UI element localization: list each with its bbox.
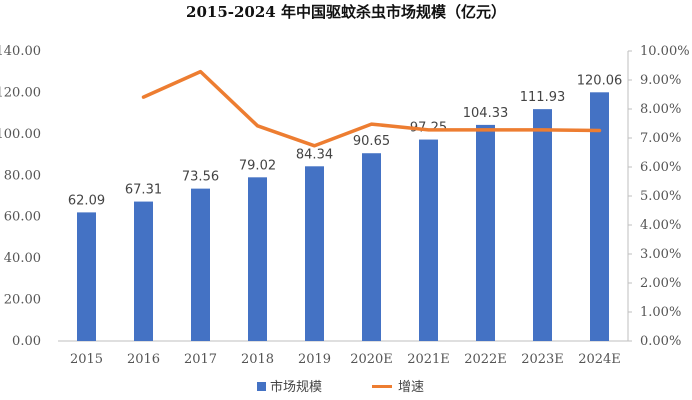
right-axis-tick-label: 5.00% bbox=[640, 189, 681, 204]
bar-value-label: 62.09 bbox=[68, 193, 105, 208]
bar-value-label: 104.33 bbox=[463, 106, 509, 121]
left-y-axis: 0.00 20.00 40.00 60.00 80.00 100.00 120.00 140.… bbox=[0, 44, 41, 349]
x-axis-tick-label: 2020E bbox=[350, 352, 393, 367]
x-axis-tick-label: 2021E bbox=[407, 352, 450, 367]
bar-market-size bbox=[362, 153, 381, 341]
left-axis-tick-label: 20.00 bbox=[4, 293, 41, 308]
x-axis-tick-label: 2024E bbox=[578, 352, 621, 367]
right-axis-tick-label: 0.00% bbox=[640, 334, 681, 349]
bar-market-size bbox=[248, 177, 267, 341]
left-axis-tick-label: 0.00 bbox=[12, 334, 41, 349]
bar-data-labels: 62.09 67.31 73.56 79.02 84.34 90.65 97.25 104.3… bbox=[68, 73, 622, 208]
bar-series-market-size bbox=[77, 92, 609, 342]
x-axis: 2015 2016 2017 2018 2019 2020E 2021E 2022E 2023E… bbox=[58, 340, 628, 367]
line-series-growth bbox=[141, 69, 602, 148]
bar-market-size bbox=[191, 188, 210, 341]
right-axis-tick-label: 1.00% bbox=[640, 305, 681, 320]
chart-legend: 市场规模 增速 bbox=[257, 379, 424, 395]
left-axis-tick-label: 80.00 bbox=[4, 168, 41, 183]
x-axis-tick-label: 2019 bbox=[298, 352, 331, 367]
bar-market-size bbox=[476, 124, 495, 342]
right-axis-tick-label: 7.00% bbox=[640, 131, 681, 146]
x-axis-tick-label: 2023E bbox=[521, 352, 564, 367]
right-axis-tick-label: 2.00% bbox=[640, 276, 681, 291]
left-axis-tick-label: 120.00 bbox=[0, 85, 41, 100]
right-axis-tick-label: 8.00% bbox=[640, 102, 681, 117]
bar-value-label: 120.06 bbox=[577, 73, 623, 88]
bar-value-label: 90.65 bbox=[353, 134, 390, 149]
x-axis-tick-label: 2016 bbox=[127, 352, 160, 367]
right-axis-tick-label: 6.00% bbox=[640, 160, 681, 175]
right-axis-tick-label: 10.00% bbox=[640, 44, 690, 59]
bar-market-size bbox=[533, 109, 552, 342]
bar-market-size bbox=[134, 201, 153, 341]
chart-title: 2015-2024 年中国驱蚊杀虫市场规模（亿元） bbox=[186, 3, 506, 21]
left-axis-tick-label: 60.00 bbox=[4, 210, 41, 225]
left-axis-tick-label: 100.00 bbox=[0, 127, 41, 142]
bar-value-label: 67.31 bbox=[125, 183, 162, 198]
x-axis-tick-label: 2017 bbox=[184, 352, 217, 367]
left-axis-tick-label: 40.00 bbox=[4, 251, 41, 266]
bar-value-label: 79.02 bbox=[239, 158, 276, 173]
growth-line bbox=[141, 69, 602, 148]
bar-market-size bbox=[305, 166, 324, 341]
legend-swatch-market-size bbox=[257, 382, 266, 391]
bar-market-size bbox=[77, 212, 96, 341]
x-axis-tick-label: 2022E bbox=[464, 352, 507, 367]
bar-value-label: 111.93 bbox=[520, 90, 566, 105]
left-axis-tick-label: 140.00 bbox=[0, 44, 41, 59]
legend-label-growth: 增速 bbox=[398, 380, 424, 395]
bar-value-label: 84.34 bbox=[296, 147, 333, 162]
right-axis-tick-label: 3.00% bbox=[640, 247, 681, 262]
right-axis-tick-label: 4.00% bbox=[640, 218, 681, 233]
x-axis-tick-label: 2015 bbox=[70, 352, 103, 367]
bar-value-label: 97.25 bbox=[410, 121, 447, 136]
bar-market-size bbox=[590, 92, 609, 341]
right-axis-tick-label: 9.00% bbox=[640, 73, 681, 88]
bar-value-label: 73.56 bbox=[182, 170, 219, 185]
bar-market-size bbox=[419, 139, 438, 341]
legend-label-market-size: 市场规模 bbox=[270, 379, 322, 395]
x-axis-tick-label: 2018 bbox=[241, 352, 274, 367]
right-y-axis: 0.00% 1.00% 2.00% 3.00% 4.00% 5.00% 6.00% 7.00%… bbox=[627, 44, 690, 349]
